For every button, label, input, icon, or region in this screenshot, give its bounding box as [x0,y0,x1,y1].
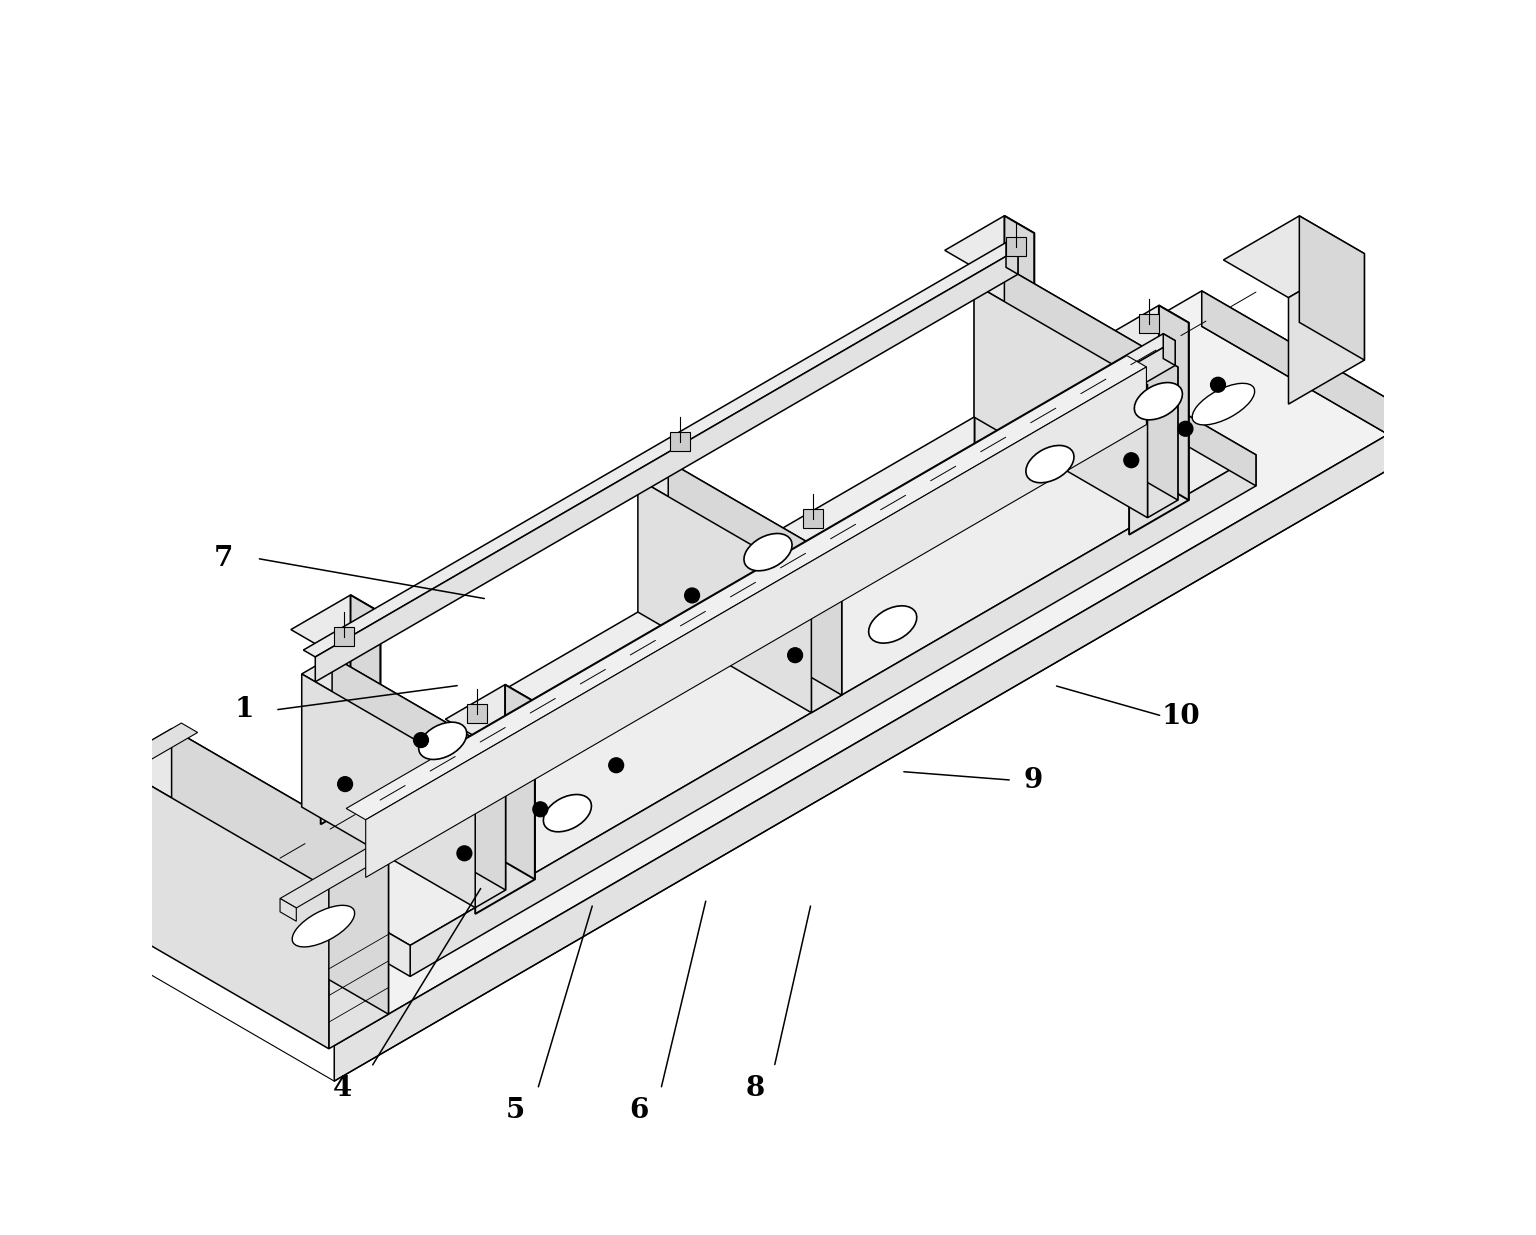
Circle shape [685,588,699,603]
Polygon shape [1005,267,1178,500]
Polygon shape [945,216,1034,268]
Circle shape [788,648,802,663]
Polygon shape [505,684,535,879]
Ellipse shape [743,534,793,571]
Polygon shape [1100,305,1189,357]
Ellipse shape [869,606,917,643]
Text: 1: 1 [235,697,253,724]
Bar [335,626,353,646]
Polygon shape [475,701,535,914]
Polygon shape [473,341,1175,773]
Polygon shape [280,840,398,908]
Text: 9: 9 [1023,767,1043,794]
Circle shape [1178,421,1193,436]
Polygon shape [637,462,842,579]
Text: 10: 10 [1161,703,1200,730]
Text: 5: 5 [505,1097,525,1124]
Polygon shape [301,674,475,908]
Circle shape [458,846,472,861]
Polygon shape [461,333,1175,748]
Polygon shape [80,782,95,805]
Polygon shape [974,267,1178,384]
Polygon shape [410,454,1256,977]
Polygon shape [974,233,1034,445]
Polygon shape [445,684,535,736]
Polygon shape [332,656,505,890]
Polygon shape [117,291,1419,1046]
Polygon shape [112,729,389,889]
Polygon shape [1289,253,1364,404]
Polygon shape [329,855,389,1049]
Bar [467,704,487,724]
Polygon shape [346,356,1146,820]
Ellipse shape [419,722,467,760]
Polygon shape [637,479,811,713]
Polygon shape [668,462,842,695]
Polygon shape [280,899,296,921]
Polygon shape [1006,242,1018,274]
Circle shape [608,758,624,773]
Polygon shape [1005,216,1034,410]
Polygon shape [1299,216,1364,361]
Ellipse shape [1026,446,1074,483]
Polygon shape [290,595,381,647]
Polygon shape [315,249,1018,682]
Ellipse shape [292,905,355,947]
Polygon shape [1224,216,1364,298]
Polygon shape [237,845,410,977]
Circle shape [1124,453,1138,468]
Ellipse shape [1192,383,1255,425]
Text: 8: 8 [746,1074,765,1102]
Polygon shape [1163,333,1175,366]
Circle shape [338,777,352,792]
Polygon shape [172,729,389,1014]
Polygon shape [974,284,1147,517]
Polygon shape [366,367,1146,877]
Polygon shape [1201,291,1419,452]
Bar [670,432,690,452]
Polygon shape [811,562,842,713]
Text: 6: 6 [628,1097,648,1124]
Bar [1140,314,1160,333]
Polygon shape [475,757,505,908]
Polygon shape [237,354,1256,945]
Polygon shape [335,416,1419,1081]
Text: 4: 4 [333,1074,352,1102]
Polygon shape [321,613,381,824]
Ellipse shape [544,794,591,832]
Bar [1006,237,1026,257]
Circle shape [413,732,429,747]
Polygon shape [303,242,1018,657]
Polygon shape [80,722,198,792]
Polygon shape [1147,367,1178,517]
Ellipse shape [1134,383,1183,420]
Polygon shape [1129,322,1189,535]
Polygon shape [112,763,329,1049]
Circle shape [533,802,548,816]
Text: 7: 7 [214,545,233,572]
Polygon shape [1158,305,1189,500]
Circle shape [1210,378,1226,393]
Polygon shape [1083,354,1256,485]
Bar [803,509,823,529]
Polygon shape [350,595,381,789]
Polygon shape [301,656,505,774]
